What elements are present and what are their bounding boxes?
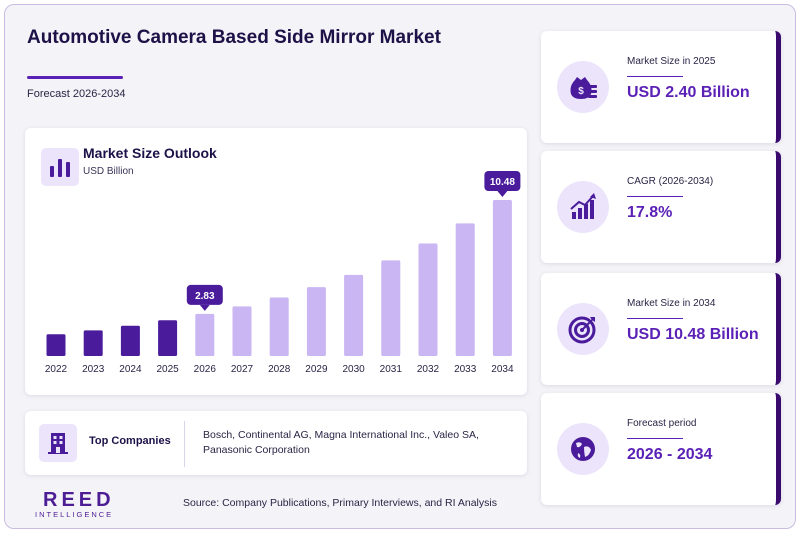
- top-companies-label: Top Companies: [89, 435, 171, 447]
- bar-2033: [455, 223, 475, 356]
- x-tick-label: 2034: [491, 364, 514, 375]
- bar-2030: [344, 274, 364, 356]
- bar-2034: [492, 200, 512, 356]
- divider: [184, 421, 185, 467]
- building-icon: [39, 424, 77, 462]
- svg-text:$: $: [578, 86, 584, 97]
- callout-label: 2.83: [195, 291, 215, 302]
- source-note: Source: Company Publications, Primary In…: [183, 497, 497, 509]
- growth-chart-icon: [557, 181, 609, 233]
- x-tick-label: 2032: [417, 364, 440, 375]
- money-bag-icon: $: [557, 61, 609, 113]
- globe-icon: [557, 423, 609, 475]
- title-underline: [27, 76, 123, 79]
- logo-tagline: INTELLIGENCE: [35, 510, 114, 519]
- stat-divider: [627, 318, 683, 319]
- bar-2025: [158, 320, 178, 356]
- companies-card: Top Companies Bosch, Continental AG, Mag…: [25, 411, 527, 475]
- x-tick-label: 2029: [305, 364, 328, 375]
- bar-2026: [195, 313, 215, 356]
- x-tick-label: 2033: [454, 364, 477, 375]
- x-tick-label: 2030: [342, 364, 365, 375]
- bar-chart-icon: [41, 148, 79, 186]
- callout-2034: 10.48: [484, 171, 521, 197]
- bar-2031: [381, 260, 401, 356]
- stat-value: 17.8%: [627, 204, 673, 221]
- chart-title: Market Size Outlook: [83, 145, 217, 161]
- stat-divider: [627, 438, 683, 439]
- stat-value: USD 10.48 Billion: [627, 326, 759, 343]
- x-tick-label: 2024: [119, 364, 142, 375]
- logo-wordmark: REED: [43, 489, 115, 511]
- stat-label: Forecast period: [627, 418, 697, 429]
- stat-label: Market Size in 2025: [627, 56, 716, 67]
- stat-label: Market Size in 2034: [627, 298, 716, 309]
- x-tick-label: 2027: [231, 364, 254, 375]
- chart-card: Market Size Outlook USD Billion 2022 2023…: [25, 128, 527, 395]
- top-companies-list: Bosch, Continental AG, Magna Internation…: [203, 429, 479, 456]
- chart-unit: USD Billion: [83, 166, 134, 177]
- x-tick-label: 2025: [156, 364, 179, 375]
- bar-2032: [418, 243, 438, 356]
- bar-2029: [306, 287, 326, 356]
- stat-card-market-size-2034: Market Size in 2034 USD 10.48 Billion: [541, 273, 781, 385]
- stat-card-cagr: CAGR (2026-2034) 17.8%: [541, 151, 781, 263]
- bar-2024: [120, 325, 140, 356]
- page-subtitle: Forecast 2026-2034: [27, 88, 126, 100]
- x-tick-label: 2023: [82, 364, 105, 375]
- page-title: Automotive Camera Based Side Mirror Mark…: [27, 27, 441, 48]
- callout-label: 10.48: [490, 177, 515, 188]
- stat-divider: [627, 76, 683, 77]
- bar-2023: [83, 330, 103, 356]
- stat-label: CAGR (2026-2034): [627, 176, 714, 187]
- stat-value: USD 2.40 Billion: [627, 84, 750, 101]
- bar-2027: [232, 306, 252, 356]
- stat-card-market-size-2025: $ Market Size in 2025 USD 2.40 Billion: [541, 31, 781, 143]
- infographic-frame: Automotive Camera Based Side Mirror Mark…: [4, 4, 796, 529]
- bar-2028: [269, 297, 289, 356]
- stat-card-forecast-period: Forecast period 2026 - 2034: [541, 393, 781, 505]
- x-tick-label: 2031: [380, 364, 403, 375]
- x-tick-label: 2022: [45, 364, 68, 375]
- x-tick-label: 2028: [268, 364, 291, 375]
- bar-chart: 2022 2023 2024 2025 2026 2027 2028 2029 2030 2031…: [45, 171, 521, 375]
- stat-divider: [627, 196, 683, 197]
- stat-value: 2026 - 2034: [627, 446, 713, 463]
- callout-2026: 2.83: [186, 284, 223, 311]
- bar-2022: [46, 334, 66, 356]
- target-icon: [557, 303, 609, 355]
- x-tick-label: 2026: [194, 364, 217, 375]
